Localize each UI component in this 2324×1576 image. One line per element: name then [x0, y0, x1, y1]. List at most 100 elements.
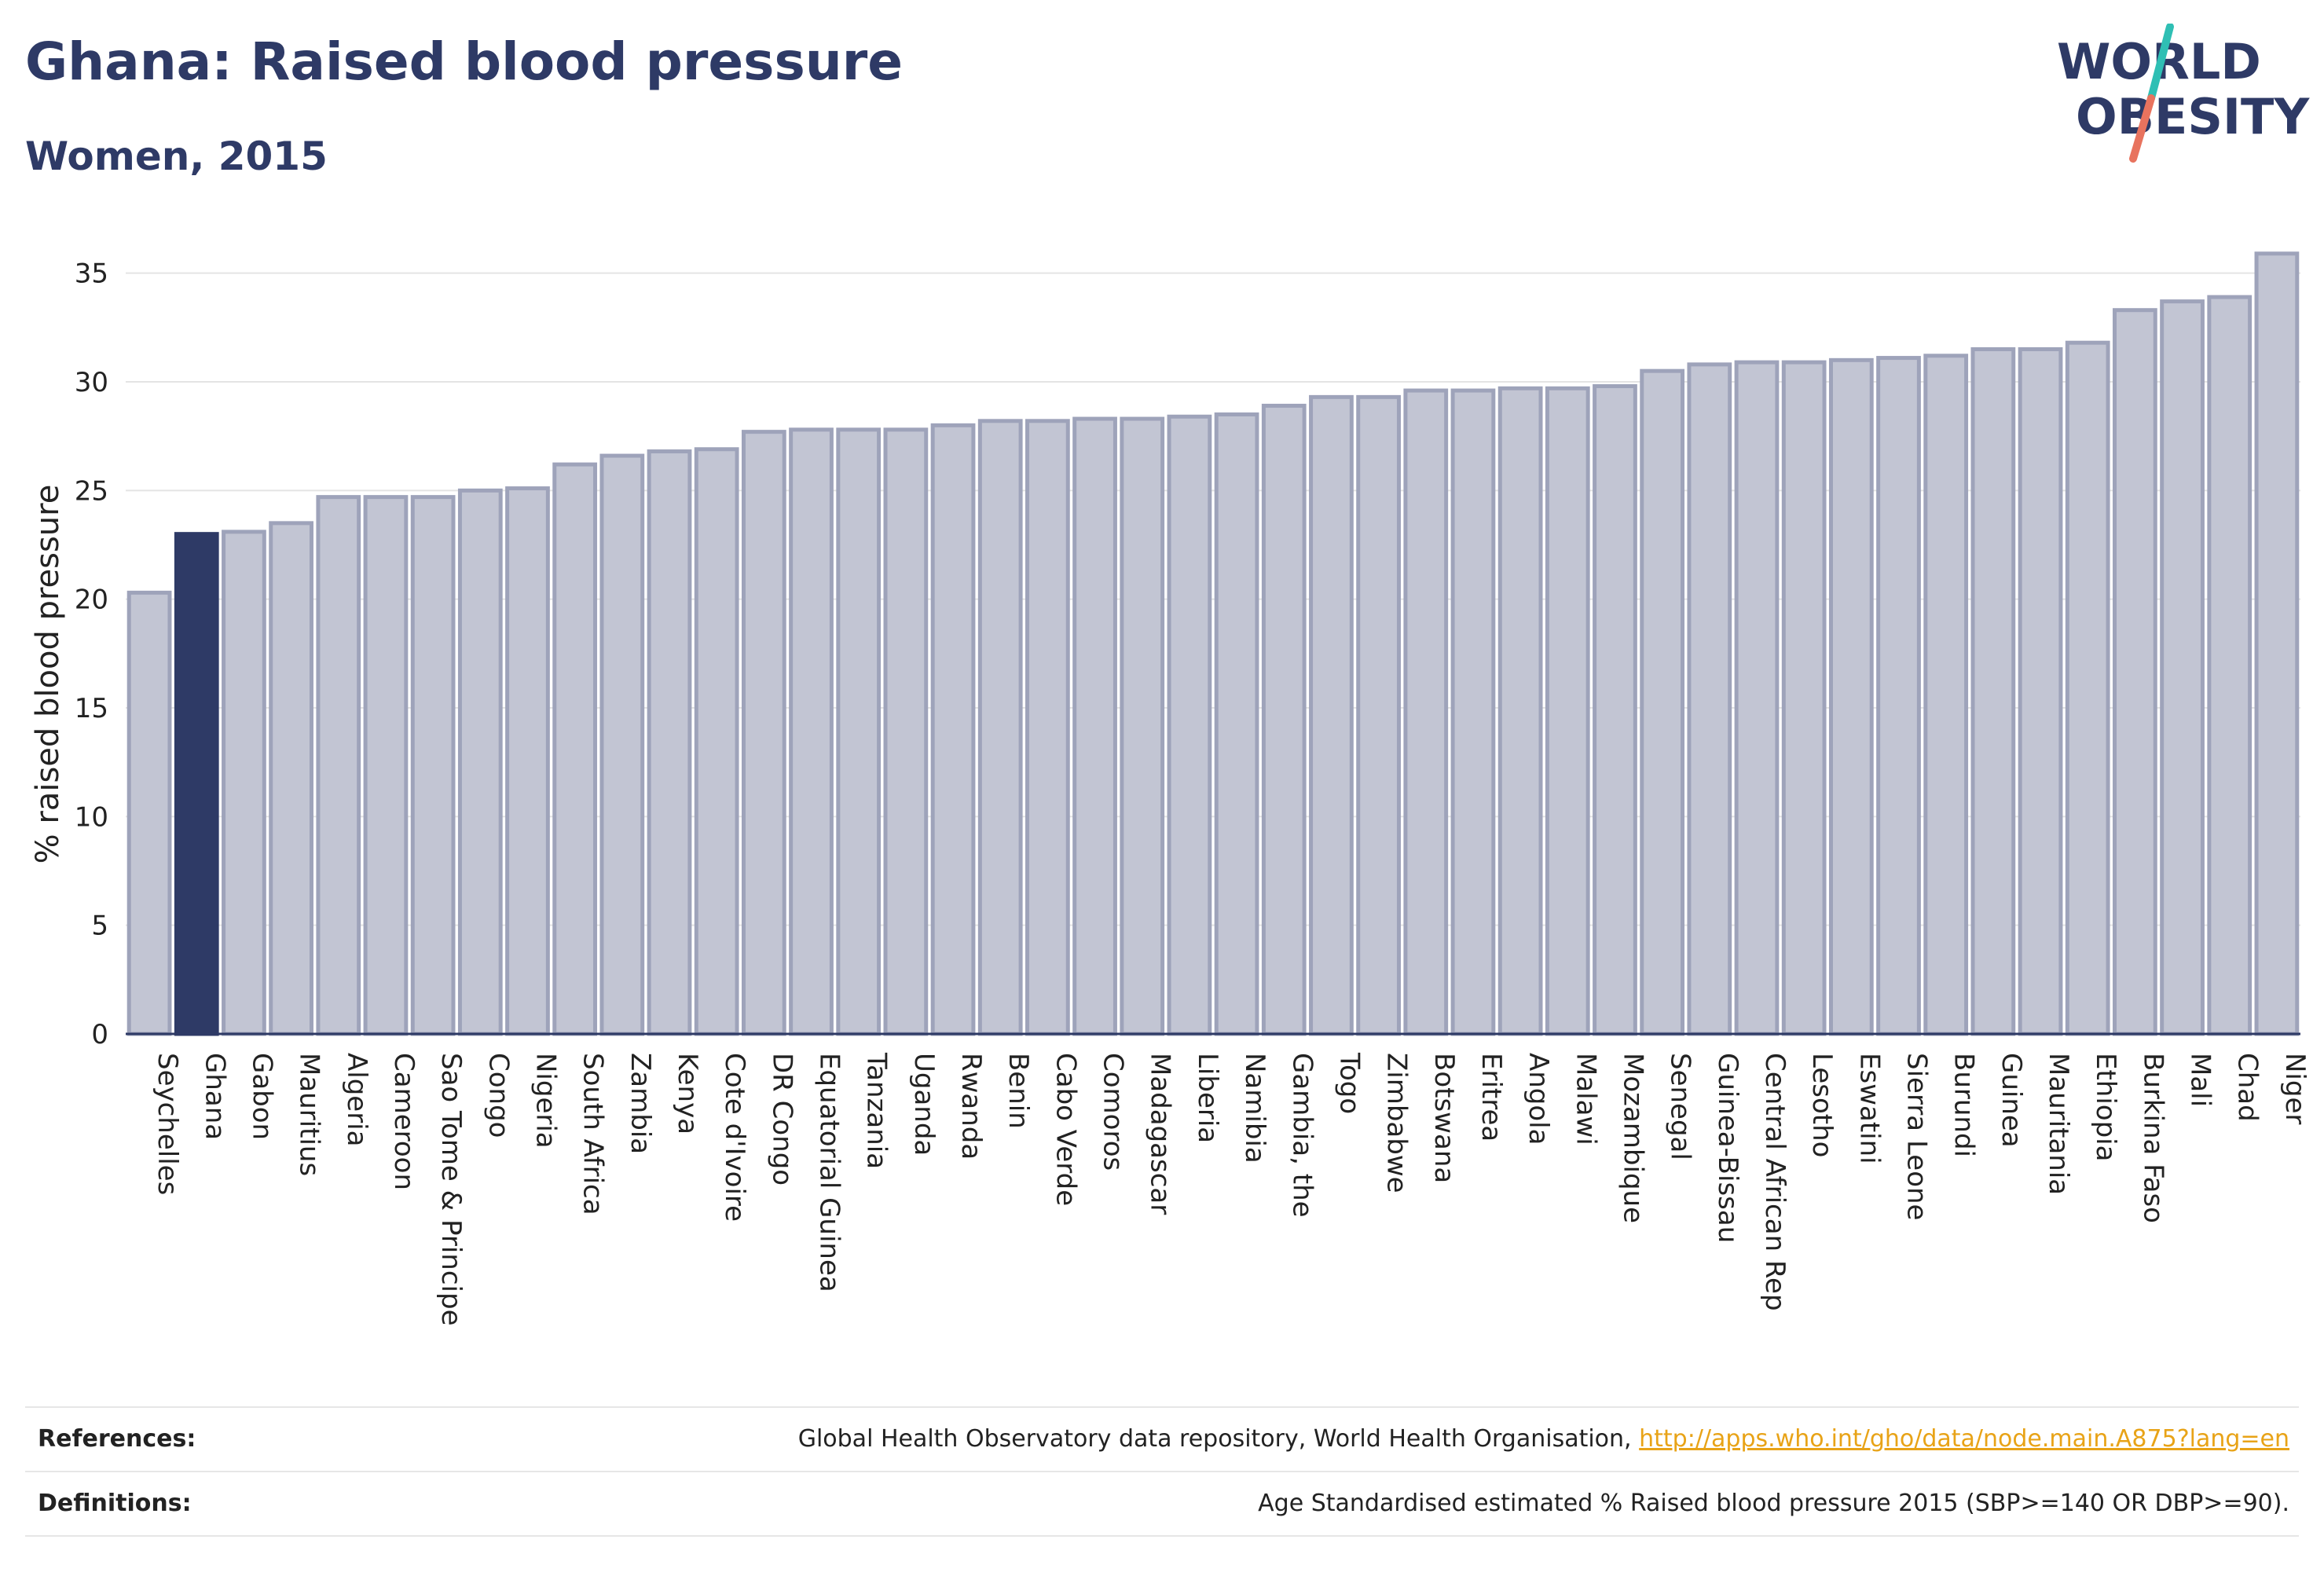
bar-chad[interactable] — [2207, 295, 2253, 1036]
bar-guinea[interactable] — [1970, 347, 2016, 1036]
bar-south-africa[interactable] — [552, 462, 598, 1036]
bar-madagascar[interactable] — [1120, 416, 1165, 1036]
bar-niger[interactable] — [2254, 251, 2300, 1036]
footer-divider — [25, 1535, 2299, 1537]
y-tick-label: 35 — [75, 258, 108, 290]
references-link[interactable]: http://apps.who.int/gho/data/node.main.A… — [1639, 1425, 2289, 1453]
y-tick-label: 10 — [75, 801, 108, 833]
definitions-text: Age Standardised estimated % Raised bloo… — [1258, 1490, 2289, 1517]
bar-eritrea[interactable] — [1450, 388, 1496, 1036]
x-tick-label: DR Congo — [766, 1053, 797, 1186]
x-tick-label: Liberia — [1192, 1053, 1223, 1143]
bar-equatorial-guinea[interactable] — [789, 427, 834, 1036]
x-tick-label: Zimbabwe — [1381, 1053, 1413, 1193]
bar-comoros[interactable] — [1072, 416, 1117, 1036]
bar-namibia[interactable] — [1214, 412, 1259, 1036]
x-tick-label: Kenya — [672, 1053, 703, 1134]
y-tick-label: 25 — [75, 475, 108, 507]
bar-eswatini[interactable] — [1828, 357, 1874, 1036]
x-tick-label: Niger — [2279, 1053, 2311, 1124]
y-tick-label: 20 — [75, 585, 108, 616]
bar-gabon[interactable] — [222, 530, 266, 1036]
bar-seychelles[interactable] — [126, 590, 172, 1036]
bar-guinea-bissau[interactable] — [1687, 362, 1732, 1036]
bar-malawi[interactable] — [1545, 386, 1590, 1036]
x-tick-label: South Africa — [577, 1053, 609, 1215]
references-row: References: Global Health Observatory da… — [25, 1406, 2299, 1472]
bar-dr-congo[interactable] — [741, 430, 786, 1036]
bar-lesotho[interactable] — [1781, 360, 1827, 1036]
definitions-label: Definitions: — [38, 1490, 192, 1517]
bar-togo[interactable] — [1309, 394, 1354, 1036]
bar-zimbabwe[interactable] — [1356, 394, 1401, 1036]
bar-sierra-leone[interactable] — [1876, 356, 1921, 1036]
bar-congo[interactable] — [457, 488, 503, 1036]
bar-tanzania[interactable] — [836, 427, 882, 1036]
definitions-row: Definitions: Age Standardised estimated … — [25, 1471, 2299, 1537]
x-tick-label: Algeria — [341, 1053, 372, 1146]
x-tick-label: Angola — [1523, 1053, 1554, 1145]
bar-cote-d-ivoire[interactable] — [694, 447, 739, 1036]
bar-nigeria[interactable] — [505, 486, 550, 1036]
logo-word-obesity: OBESITY — [2076, 88, 2310, 145]
world-obesity-logo: WORLD OBESITY — [2057, 24, 2310, 163]
bar-angola[interactable] — [1497, 386, 1543, 1036]
x-tick-label: Equatorial Guinea — [814, 1053, 845, 1292]
x-tick-label: Sierra Leone — [1901, 1053, 1933, 1220]
bar-chart: 0 5 10 15 20 25 30 35 Seychelles Ghana Gabon Maurit… — [30, 251, 2311, 1326]
x-tick-label: Namibia — [1239, 1053, 1270, 1164]
x-tick-label: Madagascar — [1145, 1053, 1176, 1215]
bar-ethiopia[interactable] — [2065, 340, 2110, 1036]
x-tick-label: Eritrea — [1475, 1053, 1507, 1142]
x-tick-label: Lesotho — [1806, 1053, 1838, 1157]
bar-mauritius[interactable] — [269, 521, 313, 1036]
bar-senegal[interactable] — [1640, 368, 1685, 1036]
bar-burundi[interactable] — [1923, 354, 1969, 1036]
bar-benin[interactable] — [977, 419, 1023, 1036]
x-tick-label: Mozambique — [1617, 1053, 1648, 1223]
x-tick-label: Burundi — [1948, 1053, 1980, 1157]
x-tick-label: Benin — [1003, 1053, 1034, 1129]
x-tick-label: Cameroon — [388, 1053, 420, 1190]
bar-mali[interactable] — [2160, 299, 2205, 1036]
x-tick-label: Gambia, the — [1286, 1053, 1318, 1218]
x-tick-label: Botswana — [1428, 1053, 1460, 1183]
bar-botswana[interactable] — [1403, 388, 1449, 1036]
bar-sao-tome-principe[interactable] — [410, 495, 456, 1036]
chart-title: Ghana: Raised blood pressure — [25, 31, 904, 92]
x-tick-label: Ethiopia — [2090, 1053, 2121, 1161]
bar-central-african-rep[interactable] — [1734, 360, 1780, 1036]
bar-liberia[interactable] — [1167, 414, 1212, 1036]
chart-subtitle: Women, 2015 — [25, 134, 328, 179]
y-tick-label: 0 — [91, 1019, 108, 1050]
bar-gambia-the[interactable] — [1261, 403, 1307, 1036]
x-tick-label: Guinea-Bissau — [1712, 1053, 1743, 1243]
bar-kenya[interactable] — [647, 449, 692, 1036]
x-tick-label: Tanzania — [861, 1052, 893, 1169]
x-tick-label: Mauritius — [294, 1053, 325, 1176]
bar-cameroon[interactable] — [363, 495, 409, 1036]
bar-rwanda[interactable] — [930, 423, 976, 1036]
x-tick-label: Guinea — [1996, 1053, 2027, 1148]
bar-algeria[interactable] — [316, 495, 361, 1036]
bar-ghana[interactable] — [174, 532, 219, 1036]
bar-uganda[interactable] — [883, 427, 929, 1036]
references-value: Global Health Observatory data repositor… — [798, 1425, 2289, 1453]
x-tick-label: Chad — [2232, 1053, 2264, 1122]
x-tick-label: Zambia — [625, 1053, 656, 1154]
x-tick-label: Uganda — [908, 1053, 940, 1156]
x-tick-label: Gabon — [246, 1053, 277, 1140]
bar-mauritania[interactable] — [2018, 347, 2063, 1036]
bar-cabo-verde[interactable] — [1025, 419, 1070, 1036]
bar-mozambique[interactable] — [1593, 384, 1637, 1036]
x-tick-label: Eswatini — [1853, 1053, 1885, 1164]
x-tick-label: Comoros — [1098, 1053, 1129, 1171]
bar-burkina-faso[interactable] — [2113, 308, 2157, 1036]
y-axis-label: % raised blood pressure — [30, 485, 66, 864]
x-tick-label: Mauritania — [2043, 1053, 2074, 1195]
x-tick-label: Burkina Faso — [2137, 1053, 2168, 1223]
y-tick-label: 15 — [75, 693, 108, 724]
bar-zambia[interactable] — [599, 453, 645, 1036]
references-text: Global Health Observatory data repositor… — [797, 1425, 1632, 1453]
x-tick-label: Mali — [2185, 1053, 2216, 1107]
